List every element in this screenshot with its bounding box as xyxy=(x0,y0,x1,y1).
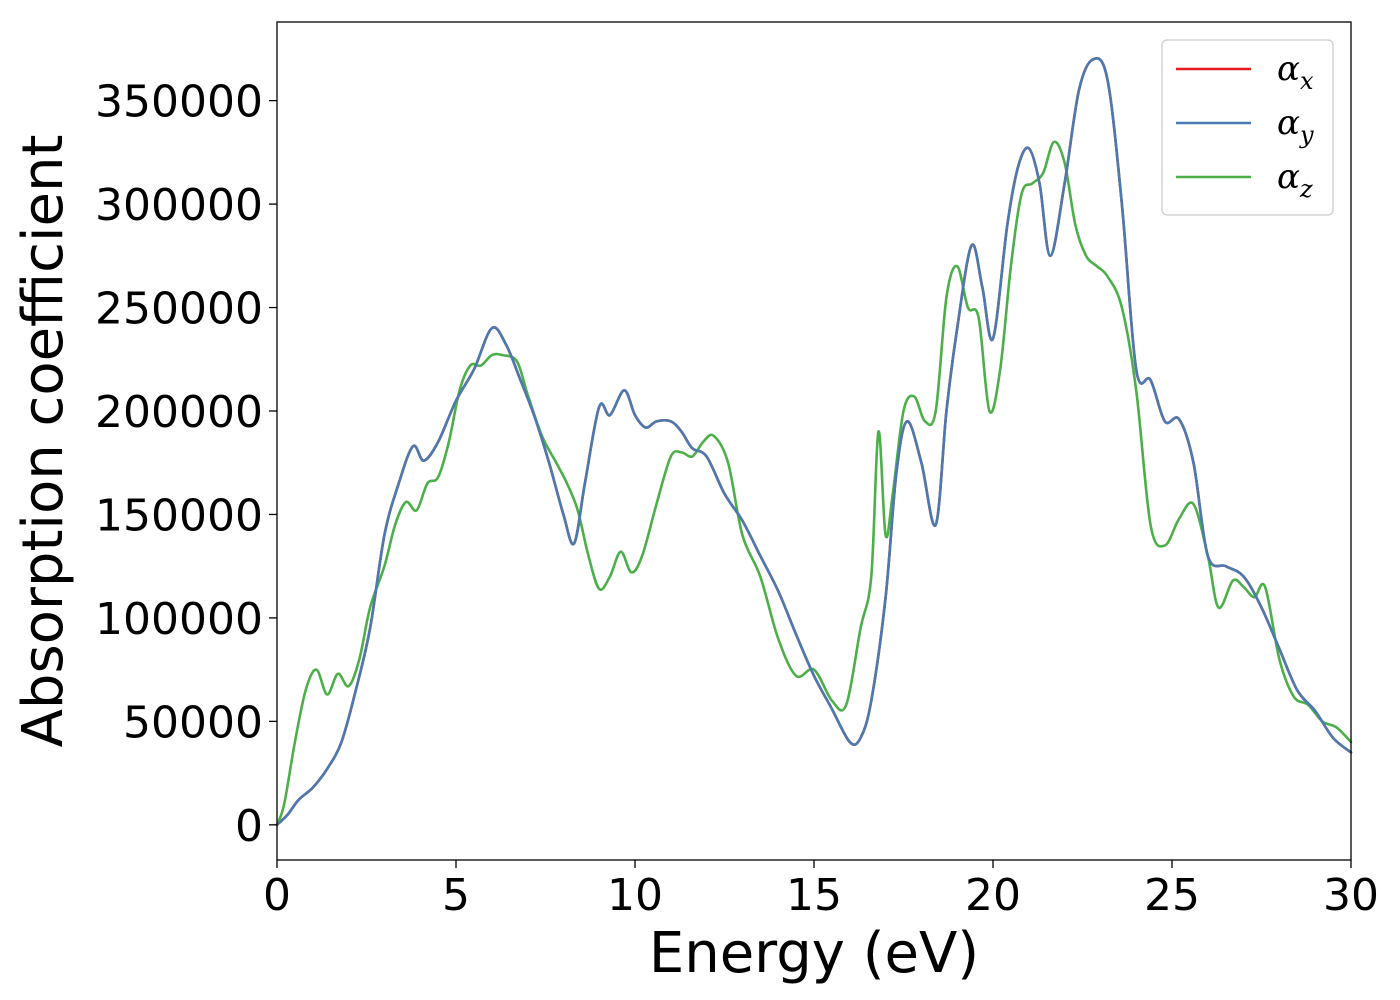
legend-subscript: y xyxy=(1299,121,1314,149)
x-tick-label: 0 xyxy=(263,870,291,921)
plot-frame xyxy=(276,21,1352,861)
legend-frame xyxy=(1161,39,1334,216)
x-tick-label: 25 xyxy=(1144,870,1200,921)
y-axis-label: Absorption coefficient xyxy=(11,135,76,748)
y-tick-label: 0 xyxy=(235,801,263,852)
legend-subscript: z xyxy=(1299,175,1313,203)
x-axis-label: Energy (eV) xyxy=(649,921,979,986)
x-tick-label: 5 xyxy=(442,870,470,921)
x-tick-label: 15 xyxy=(786,870,842,921)
tick-layer: 0 5 10 15 20 25 30 0 50000 100000 150000 200000 2500… xyxy=(95,77,1379,921)
series-layer xyxy=(275,57,1353,827)
y-tick-label: 100000 xyxy=(95,594,263,645)
y-tick-label: 300000 xyxy=(95,180,263,231)
legend-subscript: x xyxy=(1300,67,1314,95)
y-tick-label: 350000 xyxy=(95,77,263,128)
y-tick-label: 200000 xyxy=(95,387,263,438)
series-line-y xyxy=(275,57,1353,827)
y-tick-label: 50000 xyxy=(123,697,263,748)
x-tick-label: 30 xyxy=(1323,870,1379,921)
y-tick-label: 150000 xyxy=(95,490,263,541)
y-tick-label: 250000 xyxy=(95,284,263,335)
x-tick-label: 10 xyxy=(607,870,663,921)
x-tick-label: 20 xyxy=(965,870,1021,921)
series-line-z xyxy=(275,140,1353,827)
